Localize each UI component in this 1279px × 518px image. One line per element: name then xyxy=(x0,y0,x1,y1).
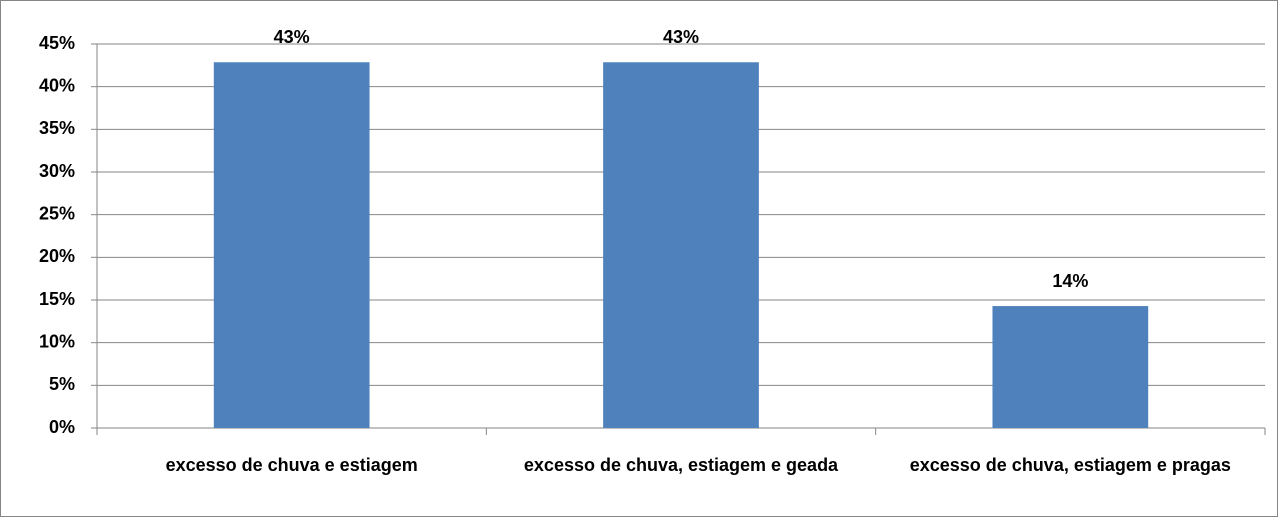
y-tick-label: 25% xyxy=(39,203,75,223)
y-tick-label: 45% xyxy=(39,33,75,53)
value-label: 14% xyxy=(1052,271,1088,291)
y-tick-label: 20% xyxy=(39,246,75,266)
y-tick-label: 40% xyxy=(39,75,75,95)
y-tick-label: 35% xyxy=(39,118,75,138)
bar xyxy=(992,306,1149,428)
x-tick-label: excesso de chuva e estiagem xyxy=(165,455,418,475)
y-tick-label: 30% xyxy=(39,161,75,181)
y-tick-label: 15% xyxy=(39,289,75,309)
bar xyxy=(603,62,759,429)
x-tick-label: excesso de chuva, estiagem e pragas xyxy=(909,455,1231,475)
value-label: 43% xyxy=(663,27,699,47)
y-tick-label: 10% xyxy=(39,331,75,351)
x-tick-label: excesso de chuva, estiagem e geada xyxy=(523,455,839,475)
y-tick-label: 5% xyxy=(49,374,75,394)
value-label: 43% xyxy=(274,27,310,47)
bar xyxy=(213,62,370,429)
y-tick-label: 0% xyxy=(49,417,75,437)
